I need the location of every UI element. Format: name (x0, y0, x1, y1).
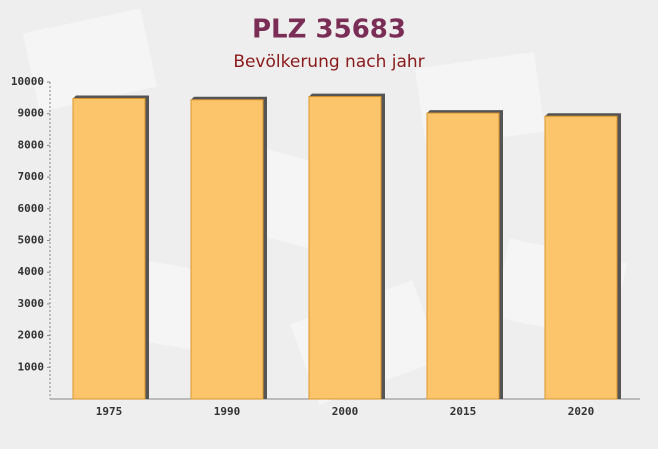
bar (72, 97, 146, 400)
chart-subtitle: Bevölkerung nach jahr (233, 52, 424, 72)
x-tick-label: 2015 (450, 405, 477, 418)
x-tick-label: 2000 (332, 405, 359, 418)
bar (426, 112, 500, 400)
y-tick-label: 8000 (18, 138, 45, 151)
x-tick-label: 1990 (214, 405, 241, 418)
x-tick-label: 1975 (96, 405, 123, 418)
y-tick-label: 6000 (18, 202, 45, 215)
y-tick-label: 2000 (18, 329, 45, 342)
chart-title: PLZ 35683 (252, 15, 406, 45)
y-tick-label: 1000 (18, 360, 45, 373)
y-tick-label: 3000 (18, 297, 45, 310)
x-tick-label: 2020 (568, 405, 595, 418)
bar (190, 99, 264, 400)
y-tick-label: 5000 (18, 234, 45, 247)
y-tick-label: 10000 (11, 75, 44, 88)
y-tick-label: 4000 (18, 265, 45, 278)
bar (544, 115, 618, 400)
y-tick-label: 9000 (18, 107, 45, 120)
bar (308, 96, 382, 400)
y-tick-label: 7000 (18, 170, 45, 183)
